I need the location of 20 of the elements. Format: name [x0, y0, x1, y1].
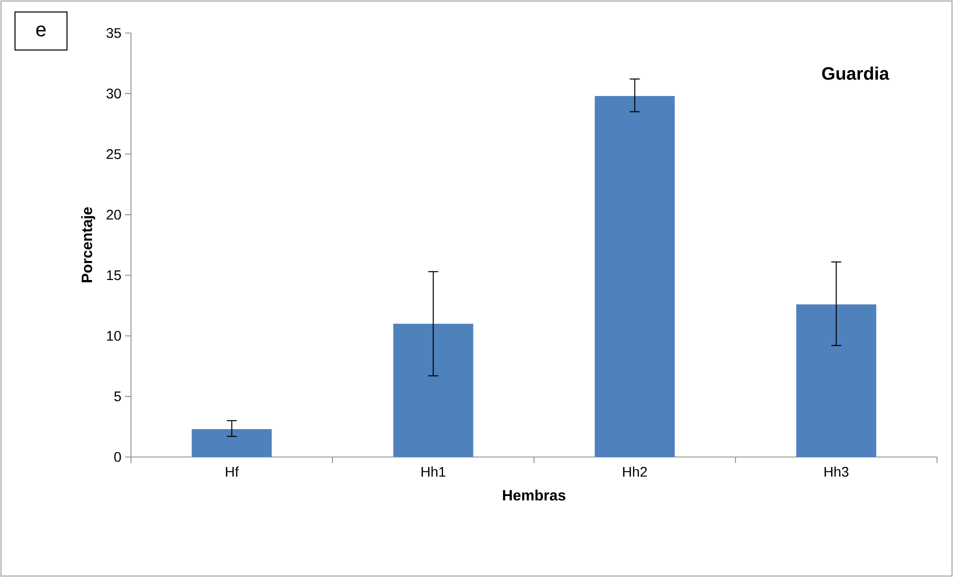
x-axis-title: Hembras	[503, 490, 566, 501]
y-tick-label: 10	[107, 330, 121, 341]
y-tick-label: 5	[114, 392, 121, 402]
y-tick-label: 30	[106, 88, 121, 98]
y-axis-title: Porcentaje	[81, 207, 96, 282]
text: Guardia	[822, 66, 890, 80]
bar	[393, 324, 474, 457]
x-tick-label: Hh3	[824, 466, 848, 477]
bar	[796, 304, 876, 457]
y-tick-label: 35	[106, 28, 121, 38]
x-tick-label: Hh1	[422, 466, 446, 477]
text: e	[36, 26, 46, 36]
x-tick-label: Hh2	[623, 466, 647, 477]
y-tick-label: 25	[106, 149, 121, 160]
y-tick-label: 15	[107, 270, 121, 280]
bar	[594, 96, 675, 457]
y-tick-label: 20	[106, 210, 121, 220]
bar	[192, 429, 272, 457]
x-tick-label: Hf	[226, 466, 239, 477]
y-tick-label: 0	[114, 452, 121, 462]
